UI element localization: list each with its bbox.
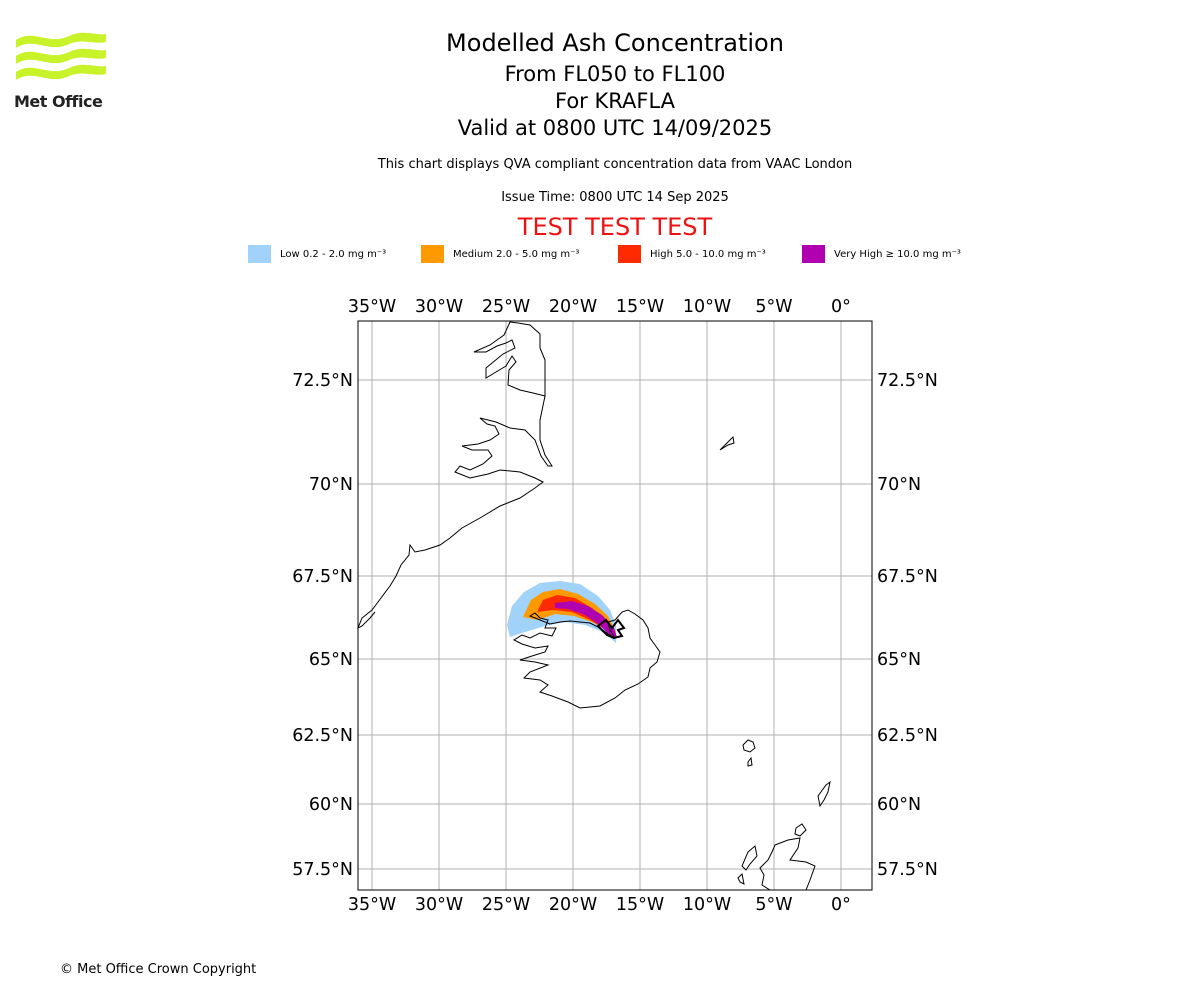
ash-very-high-area — [555, 601, 617, 637]
legend-swatch-low — [248, 245, 271, 263]
legend-label-very-high: Very High ≥ 10.0 mg m⁻³ — [834, 248, 961, 260]
orkney-islands — [794, 823, 807, 837]
lat-tick-label-right: 60°N — [877, 795, 921, 815]
lon-tick-label-top: 20°W — [549, 297, 597, 317]
volcano-name: For KRAFLA — [555, 89, 675, 113]
lon-tick-label-top: 15°W — [616, 297, 664, 317]
lat-tick-label-left: 65°N — [309, 650, 353, 670]
map-frame — [357, 320, 873, 891]
lat-tick-label-left: 70°N — [309, 475, 353, 495]
greenland-coast-2 — [357, 395, 553, 630]
legend-item-low: Low 0.2 - 2.0 mg m⁻³ — [248, 244, 386, 264]
lat-tick-label-left: 57.5°N — [292, 860, 353, 880]
chart-description: This chart displays QVA compliant concen… — [377, 157, 853, 172]
legend-label-medium: Medium 2.0 - 5.0 mg m⁻³ — [453, 248, 580, 260]
legend-swatch-very-high — [802, 245, 825, 263]
coastlines — [357, 321, 831, 891]
copyright-notice: © Met Office Crown Copyright — [60, 962, 257, 977]
legend-item-high: High 5.0 - 10.0 mg m⁻³ — [618, 244, 766, 264]
legend-item-medium: Medium 2.0 - 5.0 mg m⁻³ — [421, 244, 579, 264]
jan-mayen — [719, 435, 735, 451]
lat-tick-label-right: 67.5°N — [877, 567, 938, 587]
legend-swatch-high — [618, 245, 641, 263]
legend-label-low: Low 0.2 - 2.0 mg m⁻³ — [280, 248, 387, 260]
ash-plume — [507, 581, 617, 643]
lat-tick-label-right: 62.5°N — [877, 726, 938, 746]
map-tick-labels: 35°W 35°W 30°W 30°W 25°W 25°W 20°W 20°W 15°W 15°W… — [292, 297, 938, 915]
lon-tick-label-top: 25°W — [482, 297, 530, 317]
issue-time: Issue Time: 0800 UTC 14 Sep 2025 — [501, 190, 729, 205]
lat-tick-label-left: 62.5°N — [292, 726, 353, 746]
legend-swatch-medium — [421, 245, 444, 263]
met-office-logo: Met Office — [14, 30, 109, 114]
lat-tick-label-right: 57.5°N — [877, 860, 938, 880]
hebrides — [737, 845, 758, 885]
lat-tick-label-left: 67.5°N — [292, 567, 353, 587]
test-banner: TEST TEST TEST — [517, 213, 713, 241]
lon-tick-label-bottom: 10°W — [683, 895, 731, 915]
lon-tick-label-top: 5°W — [755, 297, 792, 317]
map-gridlines — [358, 321, 872, 890]
legend-item-very-high: Very High ≥ 10.0 mg m⁻³ — [802, 244, 961, 264]
lat-tick-label-right: 65°N — [877, 650, 921, 670]
lon-tick-label-top: 0° — [831, 297, 851, 317]
flight-level-range: From FL050 to FL100 — [504, 62, 726, 86]
lon-tick-label-top: 35°W — [348, 297, 396, 317]
lon-tick-label-bottom: 20°W — [549, 895, 597, 915]
lon-tick-label-top: 10°W — [683, 297, 731, 317]
lat-tick-label-right: 72.5°N — [877, 371, 938, 391]
lon-tick-label-top: 30°W — [415, 297, 463, 317]
logo-text: Met Office — [14, 92, 103, 111]
valid-time: Valid at 0800 UTC 14/09/2025 — [457, 116, 773, 140]
legend-label-high: High 5.0 - 10.0 mg m⁻³ — [650, 248, 766, 260]
iceland-coast — [512, 609, 661, 709]
lon-tick-label-bottom: 15°W — [616, 895, 664, 915]
lat-tick-label-left: 60°N — [309, 795, 353, 815]
lon-tick-label-bottom: 30°W — [415, 895, 463, 915]
greenland-coast — [473, 321, 546, 397]
shetland-islands — [817, 780, 831, 808]
krafla-marker — [596, 618, 626, 640]
lat-tick-label-left: 72.5°N — [292, 371, 353, 391]
chart-title: Modelled Ash Concentration — [446, 29, 784, 57]
faroe-islands — [742, 739, 756, 767]
lat-tick-label-right: 70°N — [877, 475, 921, 495]
lon-tick-label-bottom: 5°W — [755, 895, 792, 915]
lon-tick-label-bottom: 0° — [831, 895, 851, 915]
lon-tick-label-bottom: 25°W — [482, 895, 530, 915]
scotland-coast — [759, 837, 816, 891]
met-office-waves-icon — [16, 32, 106, 80]
lon-tick-label-bottom: 35°W — [348, 895, 396, 915]
